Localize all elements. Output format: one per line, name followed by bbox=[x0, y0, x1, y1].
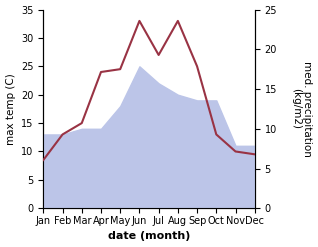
X-axis label: date (month): date (month) bbox=[108, 231, 190, 242]
Y-axis label: max temp (C): max temp (C) bbox=[5, 73, 16, 145]
Y-axis label: med. precipitation
(kg/m2): med. precipitation (kg/m2) bbox=[291, 61, 313, 157]
